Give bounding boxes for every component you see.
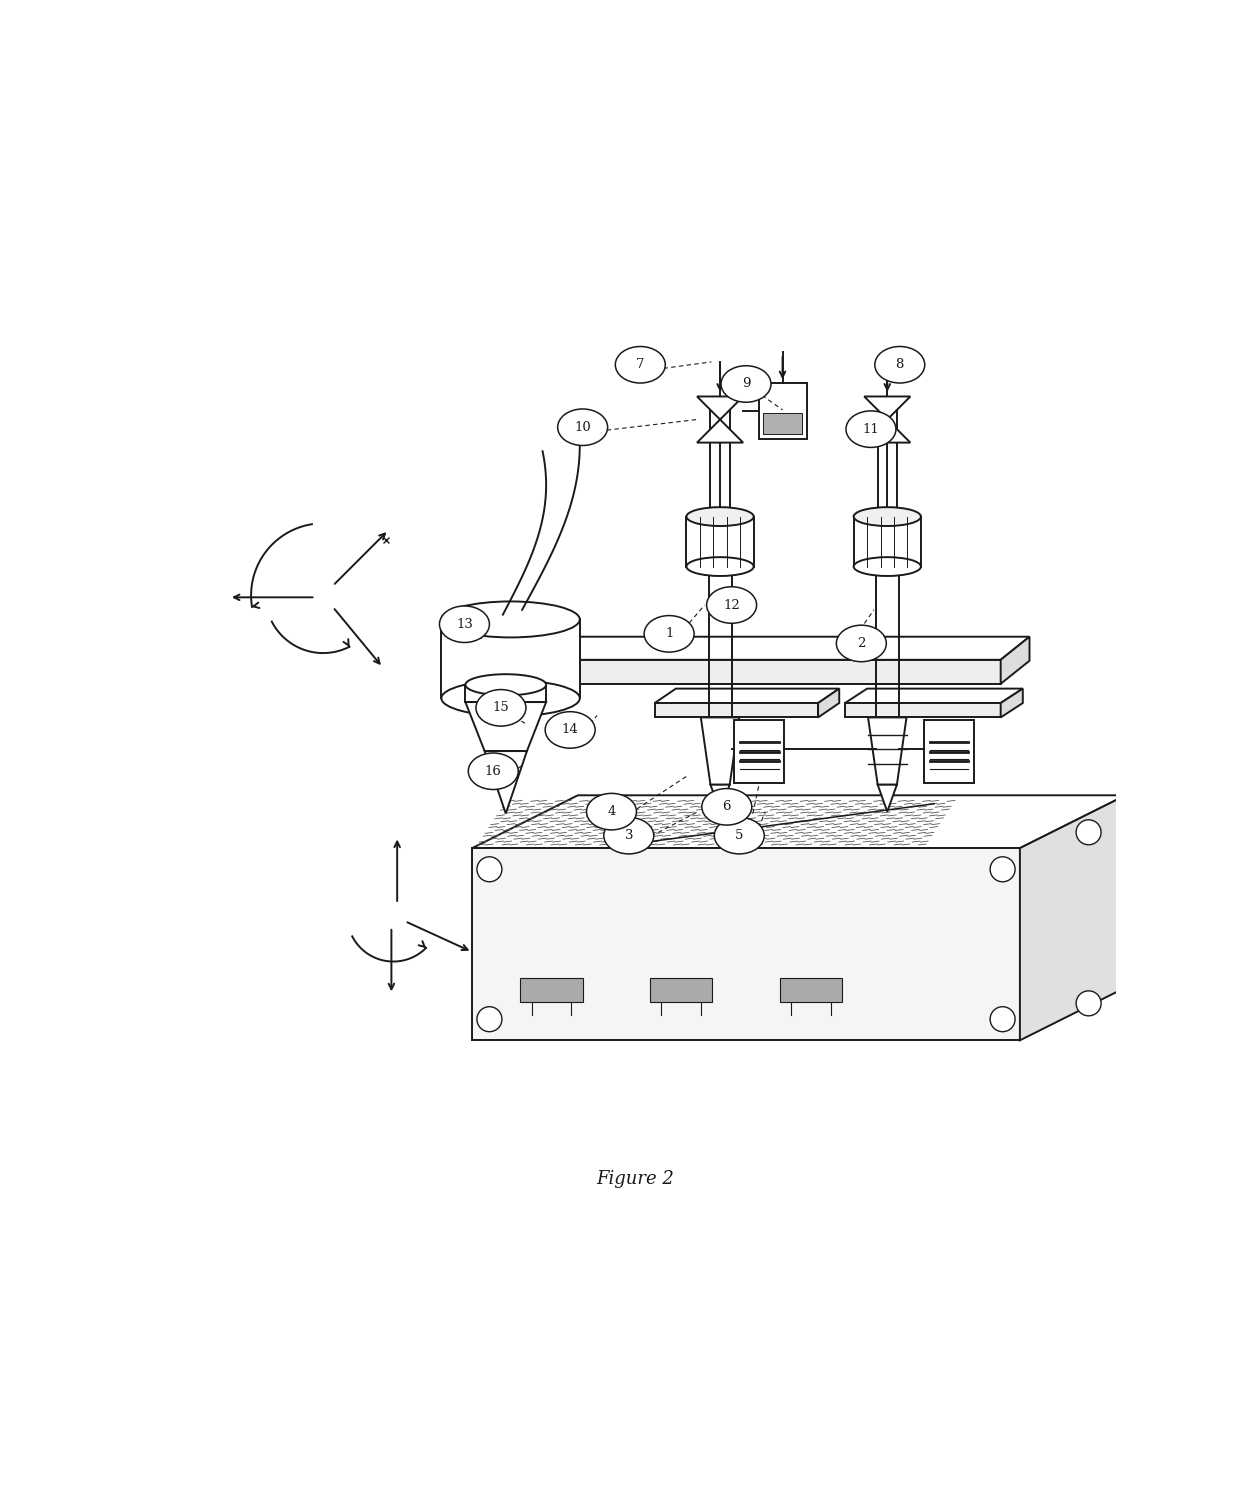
Polygon shape (844, 703, 1001, 718)
Text: 2: 2 (857, 638, 866, 649)
Ellipse shape (846, 411, 897, 448)
Polygon shape (818, 688, 839, 718)
Polygon shape (472, 848, 1019, 1041)
Ellipse shape (687, 508, 754, 526)
Circle shape (1076, 820, 1101, 845)
Text: 6: 6 (723, 800, 732, 814)
Ellipse shape (853, 557, 921, 576)
Bar (650, 978, 712, 1002)
Text: 5: 5 (735, 829, 744, 842)
Text: 9: 9 (742, 378, 750, 391)
Polygon shape (701, 718, 739, 785)
Circle shape (1076, 991, 1101, 1015)
Ellipse shape (439, 606, 490, 642)
Ellipse shape (702, 788, 751, 826)
Text: 3: 3 (625, 829, 634, 842)
Ellipse shape (707, 587, 756, 623)
Polygon shape (1019, 796, 1126, 1041)
Ellipse shape (720, 366, 771, 402)
Ellipse shape (587, 793, 636, 830)
Bar (780, 978, 842, 1002)
Ellipse shape (546, 712, 595, 748)
Polygon shape (711, 785, 729, 812)
Polygon shape (655, 703, 818, 718)
Ellipse shape (836, 626, 887, 661)
Bar (924, 720, 973, 782)
Text: 4: 4 (608, 805, 616, 818)
Polygon shape (485, 751, 527, 814)
Ellipse shape (874, 346, 925, 384)
Polygon shape (465, 702, 546, 751)
Text: 10: 10 (574, 421, 591, 434)
Ellipse shape (853, 508, 921, 526)
Polygon shape (844, 688, 1023, 703)
Circle shape (990, 1006, 1016, 1032)
Ellipse shape (469, 752, 518, 790)
Text: 13: 13 (456, 618, 472, 630)
Polygon shape (463, 636, 1029, 660)
Polygon shape (463, 660, 1001, 684)
Text: 7: 7 (636, 358, 645, 372)
Text: 8: 8 (895, 358, 904, 372)
Polygon shape (655, 688, 839, 703)
Ellipse shape (687, 557, 754, 576)
Text: Figure 2: Figure 2 (596, 1169, 675, 1188)
Bar (764, 412, 802, 434)
Circle shape (477, 857, 502, 882)
Polygon shape (878, 785, 897, 812)
Polygon shape (868, 718, 906, 785)
Polygon shape (472, 796, 1126, 848)
Bar (465, 685, 546, 702)
Ellipse shape (558, 409, 608, 445)
Circle shape (990, 857, 1016, 882)
Polygon shape (697, 397, 743, 442)
Ellipse shape (714, 817, 764, 854)
Text: 12: 12 (723, 599, 740, 612)
Bar (853, 517, 921, 566)
Ellipse shape (465, 675, 546, 696)
Text: 16: 16 (485, 764, 502, 778)
Ellipse shape (441, 602, 580, 638)
Bar (734, 720, 785, 782)
Polygon shape (864, 397, 910, 442)
Bar (687, 517, 754, 566)
Ellipse shape (615, 346, 666, 384)
Bar (759, 384, 806, 439)
Text: 15: 15 (492, 702, 510, 714)
Text: 1: 1 (665, 627, 673, 640)
Circle shape (477, 1006, 502, 1032)
Ellipse shape (441, 681, 580, 717)
Ellipse shape (476, 690, 526, 726)
Text: 14: 14 (562, 724, 579, 736)
Polygon shape (1001, 688, 1023, 718)
Bar (441, 620, 580, 699)
Ellipse shape (644, 615, 694, 652)
Ellipse shape (604, 817, 653, 854)
Bar (521, 978, 583, 1002)
Text: 11: 11 (863, 423, 879, 436)
Polygon shape (1001, 636, 1029, 684)
